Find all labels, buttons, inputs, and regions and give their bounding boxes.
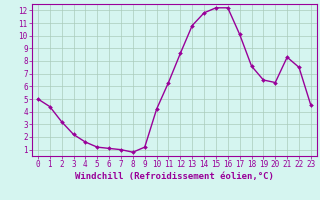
X-axis label: Windchill (Refroidissement éolien,°C): Windchill (Refroidissement éolien,°C) [75,172,274,181]
